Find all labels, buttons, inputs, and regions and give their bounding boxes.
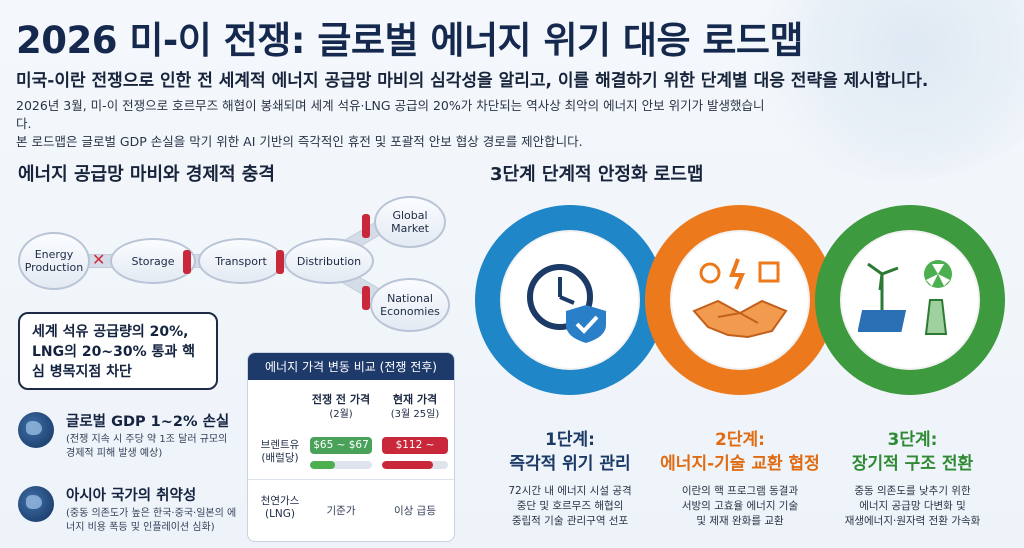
stage-2-desc-line: 및 제재 완화를 교환	[696, 515, 784, 527]
chokepoint-marker	[362, 214, 370, 238]
chokepoint-marker	[183, 250, 191, 274]
stage-3-step: 3단계:	[887, 430, 938, 450]
node-national-economies: National Economies	[370, 278, 450, 332]
node-transport: Transport	[198, 238, 284, 284]
stage-3-icon-holder	[840, 230, 980, 370]
stage-2-title: 2단계: 에너지-기술 교환 협정	[640, 428, 840, 476]
row-brent-unit: (배럴당)	[261, 452, 299, 464]
stage-1-step: 1단계:	[545, 430, 595, 450]
stage-1-icon-holder	[500, 230, 640, 370]
price-table-title: 에너지 가격 변동 비교 (전쟁 전후)	[248, 353, 454, 380]
node-distribution: Distribution	[284, 238, 374, 284]
intro-text: 2026년 3월, 미-이 전쟁으로 호르무즈 해협이 봉쇄되며 세계 석유·L…	[16, 97, 776, 151]
stage-2-desc-line: 서방의 고효율 에너지 기술	[681, 500, 799, 512]
price-comparison-table: 에너지 가격 변동 비교 (전쟁 전후) 전쟁 전 가격 (2월) 현재 가격 …	[247, 352, 455, 542]
impact-title: 아시아 국가의 취약성	[66, 488, 197, 504]
intro-line-1: 2026년 3월, 미-이 전쟁으로 호르무즈 해협이 봉쇄되며 세계 석유·L…	[16, 98, 765, 131]
lng-now-price: 이상 급등	[394, 505, 436, 517]
stage-1-desc-line: 중립적 기술 관리구역 선포	[511, 515, 629, 527]
col-before-label: 전쟁 전 가격	[311, 393, 371, 406]
lng-before-price: 기준가	[326, 505, 356, 517]
brent-now-price: $112 ~ $115	[382, 437, 448, 468]
page-title: 2026 미-이 전쟁: 글로벌 에너지 위기 대응 로드맵	[16, 19, 803, 62]
col-now-label: 현재 가격	[392, 393, 438, 406]
chokepoint-callout: 세계 석유 공급량의 20%, LNG의 20~30% 통과 핵심 병목지점 차…	[18, 312, 218, 390]
stage-3-desc-line: 재생에너지·원자력 전환 가속화	[844, 515, 981, 527]
impact-item-asia: 아시아 국가의 취약성 (중동 의존도가 높은 한국·중국·일본의 에너지 비용…	[18, 484, 238, 535]
col-now-sub: (3월 25일)	[390, 409, 440, 420]
impact-item-gdp: 글로벌 GDP 1~2% 손실 (전쟁 지속 시 주당 약 1조 달러 규모의 …	[18, 410, 238, 461]
stage-2-name: 에너지-기술 교환 협정	[660, 454, 820, 474]
stage-2-icon-holder	[670, 230, 810, 370]
impact-desc: (전쟁 지속 시 주당 약 1조 달러 규모의 경제적 피해 발생 예상)	[66, 434, 228, 459]
stage-2-desc-line: 이란의 핵 프로그램 동결과	[681, 485, 799, 497]
supply-chain-diagram: Energy Production Storage Transport Dist…	[18, 190, 458, 332]
row-brent-name: 브렌트유	[260, 439, 300, 451]
node-storage: Storage	[110, 238, 196, 284]
stage-2-ring	[645, 205, 835, 395]
brent-before-bar	[310, 461, 372, 469]
stage-3-desc: 중동 의존도를 낮추기 위한 에너지 공급망 다변화 및 재생에너지·원자력 전…	[810, 484, 1015, 529]
col-before-sub: (2월)	[329, 409, 353, 420]
impact-desc: (중동 의존도가 높은 한국·중국·일본의 에너지 비용 폭등 및 인플레이션 …	[66, 508, 237, 533]
stage-2-step: 2단계:	[715, 430, 765, 450]
stage-1-ring	[475, 205, 665, 395]
stage-3-name: 장기적 구조 전환	[851, 454, 974, 474]
row-brent-label: 브렌트유 (배럴당)	[256, 439, 304, 465]
roadmap-heading: 3단계 단계적 안정화 로드맵	[490, 164, 704, 185]
impact-title: 글로벌 GDP 1~2% 손실	[66, 414, 230, 430]
globe-icon	[18, 412, 54, 448]
clock-shield-icon	[527, 264, 606, 343]
blocked-x-icon: ✕	[92, 250, 106, 269]
stage-3-desc-line: 중동 의존도를 낮추기 위한	[854, 485, 971, 497]
stage-1-desc-line: 72시간 내 에너지 시설 공격	[508, 485, 632, 497]
col-now-header: 현재 가격 (3월 25일)	[380, 393, 450, 422]
stage-3-ring	[815, 205, 1005, 395]
stage-3-title: 3단계: 장기적 구조 전환	[810, 428, 1015, 476]
row-lng-label: 천연가스 (LNG)	[256, 495, 304, 521]
brent-before-price: $65 ~ $67	[310, 437, 372, 454]
stage-2-desc: 이란의 핵 프로그램 동결과 서방의 고효율 에너지 기술 및 제재 완화를 교…	[640, 484, 840, 529]
stage-3-desc-line: 에너지 공급망 다변화 및	[859, 500, 966, 512]
row-lng-unit: (LNG)	[264, 508, 296, 520]
page-subtitle: 미국-이란 전쟁으로 인한 전 세계적 에너지 공급망 마비의 심각성을 알리고…	[16, 71, 929, 91]
stage-1-desc: 72시간 내 에너지 시설 공격 중단 및 호르무즈 해협의 중립적 기술 관리…	[470, 484, 670, 529]
stage-1-title: 1단계: 즉각적 위기 관리	[470, 428, 670, 476]
node-global-market: Global Market	[374, 196, 446, 248]
globe-icon	[18, 486, 54, 522]
stage-1-desc-line: 중단 및 호르무즈 해협의	[516, 500, 624, 512]
brent-now-bar	[382, 461, 448, 469]
supply-chain-heading: 에너지 공급망 마비와 경제적 충격	[18, 164, 275, 185]
chokepoint-marker	[362, 286, 370, 310]
node-energy-production: Energy Production	[18, 232, 90, 290]
renewable-energy-icon	[858, 260, 952, 335]
chokepoint-marker	[276, 250, 284, 274]
col-before-header: 전쟁 전 가격 (2월)	[306, 393, 376, 422]
stage-1-name: 즉각적 위기 관리	[509, 454, 631, 474]
intro-line-2: 본 로드맵은 글로벌 GDP 손실을 막기 위한 AI 기반의 즉각적인 휴전 …	[16, 134, 583, 149]
handshake-icon	[692, 258, 788, 339]
row-lng-name: 천연가스	[260, 495, 300, 507]
